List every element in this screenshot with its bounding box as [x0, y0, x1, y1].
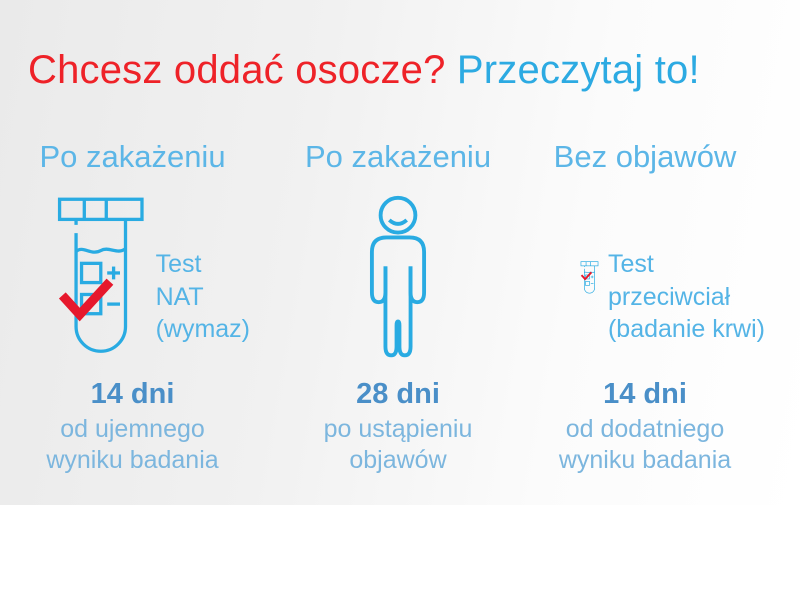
test-name-label: Test NAT (wymaz)	[156, 248, 250, 346]
icon-row	[276, 192, 520, 366]
title-question: Chcesz oddać osocze?	[28, 48, 446, 92]
subtitle-line: po ustąpieniu	[323, 415, 473, 443]
column-header: Bez objawów	[553, 139, 737, 174]
column-no-symptoms-antibody: Bez objawów	[525, 136, 765, 476]
duration-subtitle: od dodatniego wyniku badania	[525, 414, 765, 476]
main-gradient-area: Chcesz oddać osocze? Przeczytaj to! Po z…	[0, 0, 800, 505]
test-line: (wymaz)	[155, 315, 250, 343]
duration-subtitle: po ustąpieniu objawów	[276, 414, 520, 476]
duration-subtitle: od ujemnego wyniku badania	[15, 414, 250, 476]
duration-value: 14 dni	[90, 378, 175, 410]
subtitle-line: od ujemnego	[60, 415, 205, 443]
subtitle-line: od dodatniego	[565, 415, 725, 443]
column-header: Po zakażeniu	[304, 139, 492, 174]
test-line: Test	[155, 250, 202, 278]
test-line: NAT	[155, 282, 204, 311]
column-header: Po zakażeniu	[39, 139, 226, 174]
test-tube-icon	[57, 197, 144, 353]
test-tube-icon	[580, 261, 599, 294]
person-icon	[369, 195, 427, 358]
checkmark-icon	[580, 271, 593, 281]
test-name-label: Test przeciwciał (badanie krwi)	[608, 248, 765, 346]
test-line: przeciwciał	[607, 282, 731, 311]
subtitle-line: wyniku badania	[558, 446, 732, 474]
subtitle-line: wyniku badania	[46, 446, 219, 474]
footer-logos: Ministerstwo Zdrowia NCK NARODOWE CENTRU…	[0, 505, 800, 600]
column-after-infection-symptoms: Po zakażeniu 28 dni po ustąpieniu objawó…	[276, 136, 520, 476]
column-after-infection-nat: Po zakażeniu	[15, 136, 250, 476]
duration-value: 28 dni	[356, 378, 440, 410]
test-line: Test	[607, 250, 654, 278]
icon-row: Test przeciwciał (badanie krwi)	[525, 192, 765, 366]
checkmark-icon	[58, 278, 114, 322]
duration-value: 14 dni	[603, 378, 687, 410]
test-line: (badanie krwi)	[607, 315, 765, 343]
page-title: Chcesz oddać osocze? Przeczytaj to!	[28, 48, 788, 93]
subtitle-line: objawów	[349, 446, 447, 474]
title-cta: Przeczytaj to!	[456, 48, 700, 92]
icon-row: Test NAT (wymaz)	[15, 192, 250, 366]
